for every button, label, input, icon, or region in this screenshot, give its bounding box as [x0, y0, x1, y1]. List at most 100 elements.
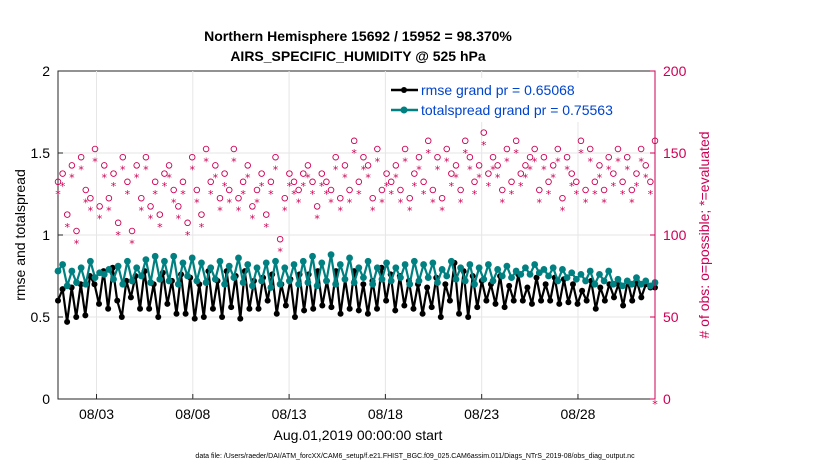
rmse-point: [583, 297, 590, 304]
totalspread-point: [276, 280, 284, 288]
left-y-axis-label: rmse and totalspread: [12, 169, 28, 301]
possible-obs-point: [434, 153, 441, 161]
evaluated-obs-point: *: [615, 155, 621, 168]
evaluated-obs-point: *: [555, 155, 561, 168]
possible-obs-point: [142, 153, 150, 161]
totalspread-point: [619, 282, 627, 290]
totalspread-point: [216, 257, 224, 265]
totalspread-point: [582, 277, 589, 285]
totalspread-point: [304, 279, 312, 286]
x-tick-label: 08/08: [175, 406, 210, 422]
rmse-point: [374, 305, 381, 312]
possible-obs-point: [499, 186, 506, 194]
totalspread-point: [248, 282, 256, 290]
totalspread-point: [489, 277, 497, 285]
totalspread-point: [424, 274, 432, 282]
evaluated-obs-point: *: [476, 172, 482, 185]
evaluated-obs-point: *: [513, 147, 519, 160]
x-tick-label: 08/13: [272, 406, 307, 422]
possible-obs-point: [337, 194, 344, 202]
rmse-point: [137, 305, 144, 312]
evaluated-obs-point: *: [115, 229, 121, 242]
totalspread-point: [193, 277, 201, 285]
rmse-point: [219, 314, 226, 320]
totalspread-point: [318, 259, 326, 267]
evaluated-obs-point: *: [587, 155, 593, 168]
rmse-point: [401, 302, 408, 309]
totalspread-point: [642, 277, 650, 285]
totalspread-point: [179, 259, 187, 267]
possible-obs-point: [443, 145, 450, 153]
totalspread-point: [262, 259, 270, 267]
possible-obs-point: [420, 178, 427, 186]
possible-obs-point: [503, 145, 511, 153]
evaluated-obs-point: *: [500, 196, 506, 209]
totalspread-point: [522, 264, 529, 272]
rmse-point: [410, 305, 417, 312]
possible-obs-point: [628, 186, 636, 194]
totalspread-point: [373, 264, 381, 272]
possible-obs-point: [485, 170, 492, 177]
totalspread-point: [323, 277, 330, 285]
possible-obs-point: [138, 194, 145, 202]
evaluated-obs-point: *: [412, 180, 418, 193]
totalspread-point: [188, 254, 196, 262]
possible-obs-point: [383, 170, 390, 177]
evaluated-obs-point: *: [282, 204, 288, 217]
totalspread-point: [295, 280, 303, 288]
totalspread-point: [63, 282, 71, 290]
possible-obs-point: [82, 186, 90, 194]
evaluated-obs-point: *: [541, 163, 547, 176]
rmse-point: [337, 310, 344, 317]
totalspread-point: [397, 274, 404, 282]
evaluated-obs-point: *: [546, 188, 552, 201]
rmse-point: [492, 300, 499, 307]
evaluated-obs-point: *: [231, 155, 237, 168]
totalspread-point: [591, 280, 599, 288]
rmse-point: [547, 297, 554, 304]
totalspread-point: [272, 257, 279, 265]
evaluated-obs-point: *: [152, 188, 158, 201]
totalspread-point: [128, 277, 136, 285]
possible-obs-point: [77, 153, 85, 161]
rmse-point: [127, 294, 134, 301]
rmse-point: [510, 297, 517, 304]
totalspread-point: [267, 284, 275, 291]
totalspread-point: [165, 277, 173, 285]
rmse-point: [483, 297, 490, 304]
possible-obs-point: [323, 178, 330, 186]
rmse-point: [91, 281, 98, 288]
evaluated-obs-point: *: [504, 155, 510, 168]
possible-obs-point: [165, 162, 173, 169]
possible-obs-point: [406, 194, 413, 202]
evaluated-obs-point: *: [361, 163, 367, 176]
rmse-point: [164, 300, 171, 307]
rmse-point: [73, 314, 80, 320]
evaluated-obs-point: *: [250, 213, 256, 226]
totalspread-point: [114, 262, 122, 270]
rmse-point: [456, 310, 463, 317]
totalspread-point: [410, 257, 418, 265]
evaluated-obs-point: *: [291, 188, 297, 201]
evaluated-obs-point: *: [319, 180, 325, 193]
possible-obs-point: [374, 145, 381, 153]
evaluated-obs-point: *: [194, 196, 200, 209]
totalspread-point: [572, 275, 580, 283]
rmse-point: [310, 305, 317, 312]
evaluated-obs-point: *: [143, 163, 149, 176]
possible-obs-point: [452, 162, 460, 169]
totalspread-point: [360, 274, 367, 282]
totalspread-point: [105, 266, 113, 273]
totalspread-point: [378, 275, 386, 283]
possible-obs-point: [401, 145, 409, 153]
possible-obs-point: [457, 186, 464, 194]
possible-obs-point: [309, 178, 316, 186]
totalspread-point: [100, 270, 108, 278]
left-tick-label: 0: [42, 391, 50, 407]
totalspread-point: [156, 275, 164, 283]
totalspread-point: [327, 251, 335, 259]
totalspread-point: [475, 264, 483, 272]
rmse-point: [569, 281, 576, 288]
rmse-point: [319, 302, 326, 309]
totalspread-point: [447, 257, 455, 265]
